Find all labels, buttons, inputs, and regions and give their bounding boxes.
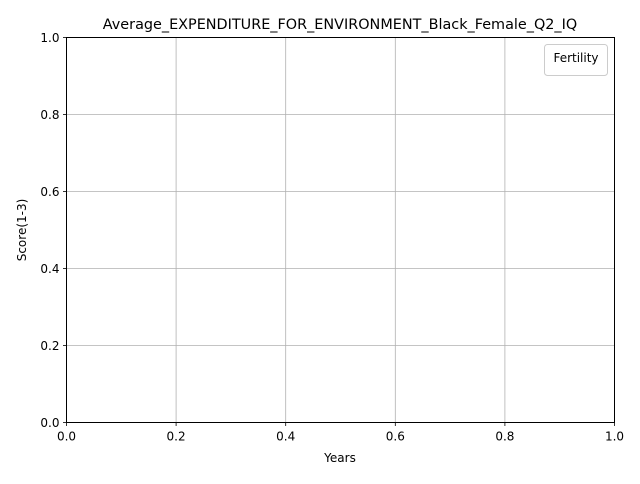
- chart-title: Average_EXPENDITURE_FOR_ENVIRONMENT_Blac…: [103, 17, 577, 33]
- y-tick-label: 0.8: [40, 108, 59, 122]
- x-axis-label: Years: [323, 451, 356, 465]
- grid-lines: [66, 37, 615, 423]
- y-tick-label: 0.0: [40, 416, 59, 430]
- legend: Fertility: [544, 44, 608, 76]
- y-tick-label: 0.4: [40, 262, 59, 276]
- x-tick-label: 1.0: [605, 430, 624, 444]
- x-tick-label: 0.8: [495, 430, 514, 444]
- legend-title: Fertility: [553, 51, 598, 65]
- x-axis-ticks: 0.0 0.2 0.4 0.6 0.8 1.0: [57, 422, 624, 444]
- legend-box: [544, 44, 608, 76]
- y-axis-label: Score(1-3): [15, 199, 29, 262]
- x-tick-label: 0.2: [167, 430, 186, 444]
- x-tick-label: 0.6: [386, 430, 405, 444]
- plot-frame: [66, 37, 615, 423]
- y-tick-label: 0.2: [40, 339, 59, 353]
- x-tick-label: 0.4: [276, 430, 295, 444]
- y-axis-ticks: 0.0 0.2 0.4 0.6 0.8 1.0: [40, 31, 67, 430]
- x-tick-label: 0.0: [57, 430, 76, 444]
- y-tick-label: 1.0: [40, 31, 59, 45]
- y-tick-label: 0.6: [40, 185, 59, 199]
